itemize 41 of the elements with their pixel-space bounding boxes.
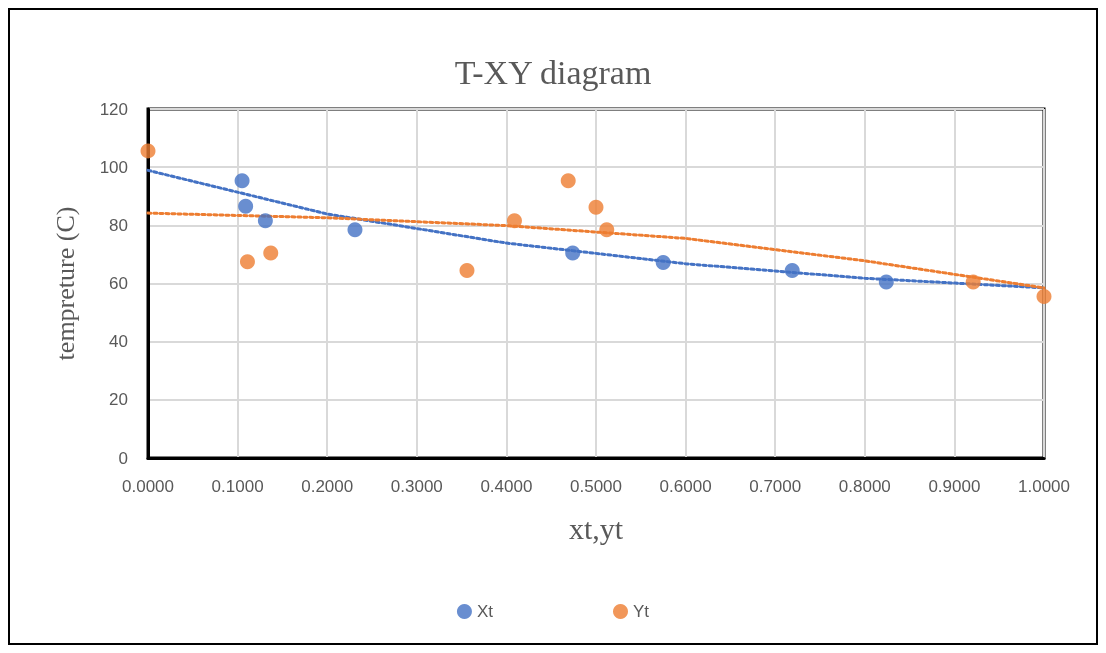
point bbox=[234, 173, 250, 189]
y-tick-label: 20 bbox=[109, 390, 128, 410]
point bbox=[459, 262, 475, 278]
x-tick-label: 0.2000 bbox=[301, 477, 354, 496]
point bbox=[506, 213, 522, 229]
point bbox=[655, 255, 671, 271]
point bbox=[263, 245, 279, 261]
y-tick-label: 80 bbox=[109, 215, 128, 235]
y-tick-label: 100 bbox=[99, 157, 128, 177]
point bbox=[140, 143, 156, 159]
point bbox=[560, 173, 576, 189]
point bbox=[565, 245, 581, 261]
x-tick-label: 0.8000 bbox=[838, 477, 891, 496]
y-axis-title: tempreture (C) bbox=[50, 206, 80, 361]
point bbox=[588, 199, 604, 215]
y-tick-label: 0 bbox=[118, 448, 128, 468]
point bbox=[347, 222, 363, 238]
x-tick-label: 0.7000 bbox=[749, 477, 802, 496]
y-tick-label: 120 bbox=[99, 99, 128, 119]
point bbox=[878, 274, 894, 290]
point bbox=[239, 254, 255, 270]
y-tick-label: 60 bbox=[109, 274, 128, 293]
x-tick-label: 0.4000 bbox=[480, 477, 533, 496]
x-tick-label: 0.0000 bbox=[122, 477, 174, 496]
point bbox=[238, 198, 254, 214]
point bbox=[1036, 289, 1052, 305]
point bbox=[599, 222, 615, 238]
legend-label: Xt bbox=[476, 602, 494, 621]
x-tick-label: 0.9000 bbox=[928, 477, 981, 496]
point bbox=[257, 213, 273, 229]
x-tick-label: 1.0000 bbox=[1018, 477, 1070, 496]
y-tick-label: 40 bbox=[109, 332, 128, 352]
x-tick-label: 0.1000 bbox=[211, 477, 264, 496]
x-tick-label: 0.5000 bbox=[570, 477, 622, 496]
x-axis-title: xt,yt bbox=[568, 511, 624, 545]
point bbox=[784, 262, 800, 278]
x-tick-label: 0.3000 bbox=[390, 477, 443, 496]
x-tick-label: 0.6000 bbox=[659, 477, 712, 496]
legend-label: Yt bbox=[633, 602, 650, 621]
point bbox=[965, 274, 981, 290]
chart-title: T-XY diagram bbox=[454, 53, 652, 91]
